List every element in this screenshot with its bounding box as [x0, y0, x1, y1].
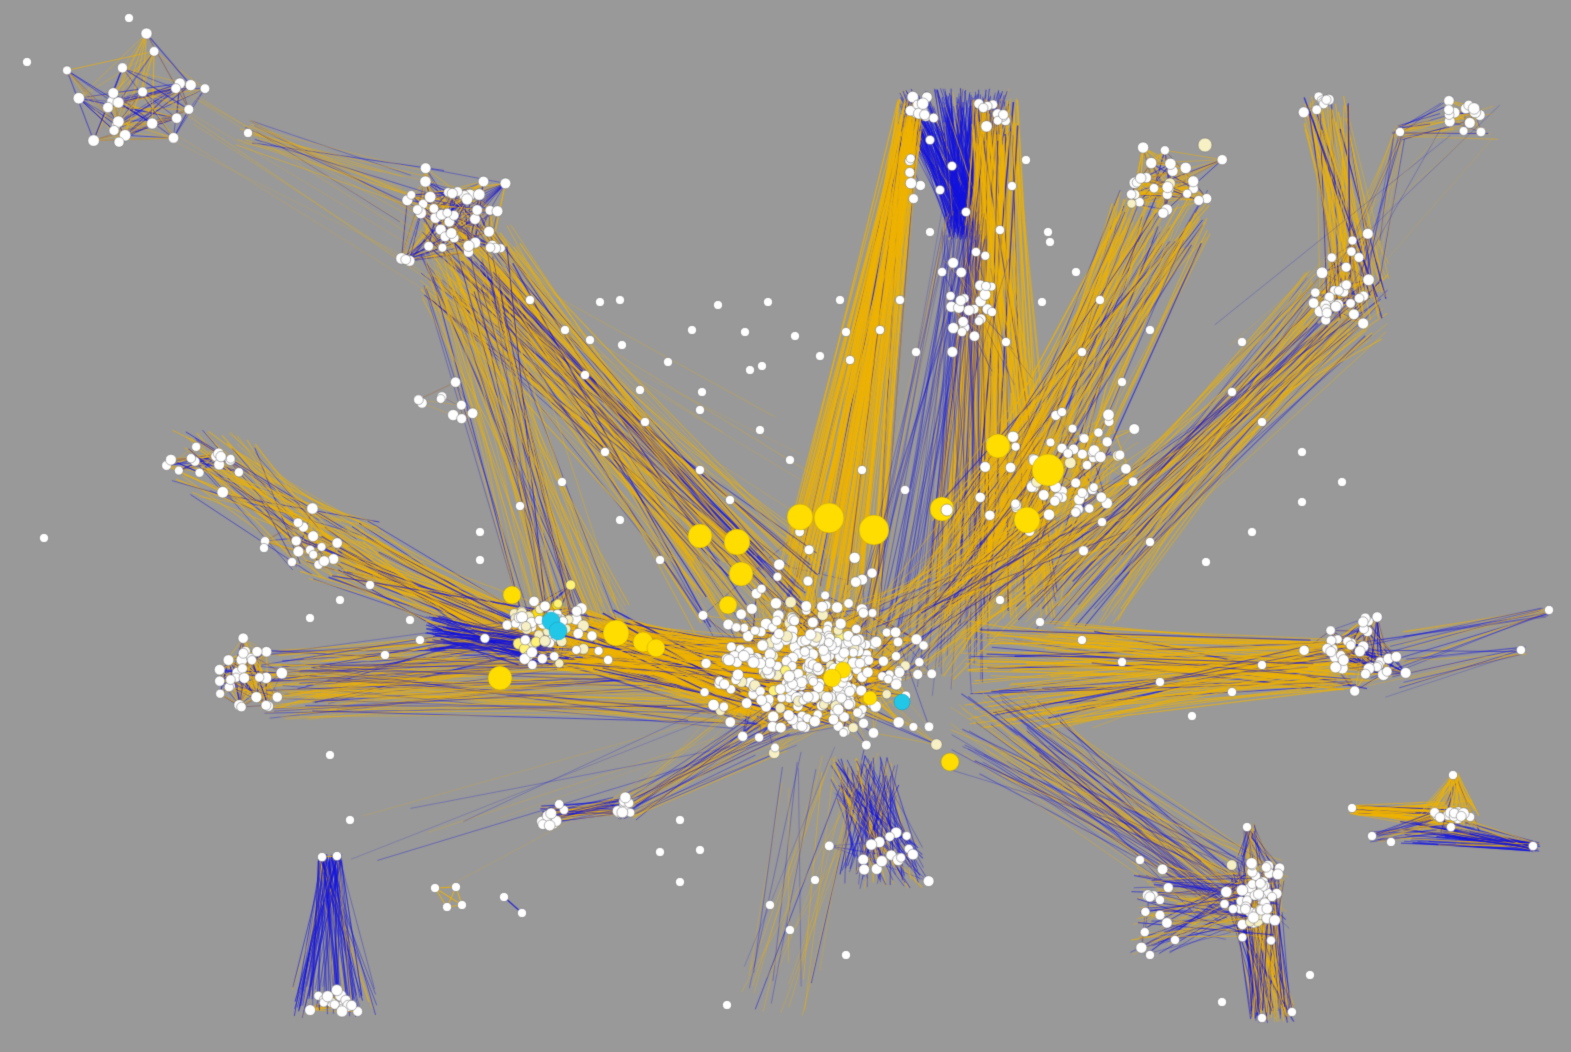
- graph-viewport: [0, 0, 1571, 1052]
- network-graph-canvas[interactable]: [0, 0, 1571, 1052]
